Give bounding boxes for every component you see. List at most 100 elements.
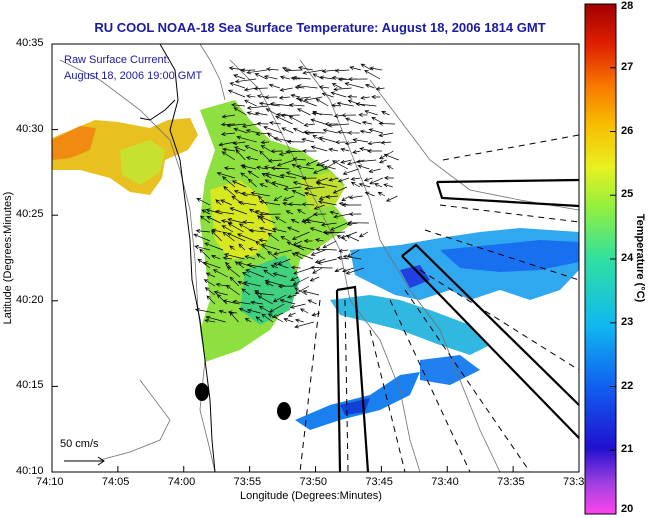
current-vector-arrow — [259, 150, 270, 161]
current-vector-arrow — [383, 153, 399, 161]
current-vector-arrow — [224, 253, 245, 260]
current-vector-arrow — [199, 215, 211, 224]
current-vector-arrow — [364, 191, 375, 197]
current-vector-arrow — [310, 118, 326, 125]
current-vector-arrow — [215, 209, 235, 215]
x-axis-label: Longitude (Degrees:Minutes) — [240, 490, 382, 502]
current-vector-arrow — [270, 166, 290, 171]
current-vector-arrow — [304, 191, 317, 197]
current-vector-arrow — [240, 68, 256, 73]
current-vector-arrow — [216, 171, 236, 179]
current-vector-arrow — [288, 115, 304, 125]
current-vector-arrow — [345, 267, 365, 275]
current-vector-arrow — [267, 313, 284, 323]
current-vector-arrow — [204, 287, 216, 296]
x-tick-label: 73:45 — [365, 476, 393, 488]
current-vector-arrow — [312, 212, 326, 217]
current-vector-arrow — [259, 200, 281, 206]
survey-boxes — [335, 178, 580, 473]
current-vector-arrow — [227, 89, 246, 98]
colorbar-tick-label: 21 — [621, 443, 634, 456]
current-vector-arrow — [206, 216, 221, 224]
current-vector-arrow — [279, 75, 290, 80]
current-vector-arrow — [307, 299, 317, 305]
colorbar-tick-label: 22 — [621, 379, 634, 392]
y-tick-label: 40:15 — [16, 379, 44, 392]
current-vector-arrow — [264, 179, 278, 188]
current-vector-arrow — [331, 83, 342, 89]
current-vector-arrow — [290, 265, 301, 270]
current-vector-arrow — [345, 117, 362, 125]
current-vector-arrow — [310, 265, 333, 270]
current-vector-arrow — [303, 122, 316, 128]
current-vector-arrow — [221, 147, 236, 152]
current-vector-arrow — [193, 233, 211, 242]
current-vector-arrow — [249, 208, 259, 215]
current-vector-arrow — [323, 159, 340, 170]
current-vector-arrow — [299, 308, 309, 314]
current-vector-arrow — [292, 181, 313, 188]
current-vector-arrow — [221, 176, 236, 188]
current-vector-arrow — [304, 186, 325, 191]
current-vector-arrow — [265, 108, 278, 116]
current-vector-arrow — [286, 294, 297, 299]
current-vector-arrow — [229, 245, 235, 251]
current-vector-arrow — [245, 156, 259, 161]
current-vector-arrow — [320, 222, 337, 227]
current-vector-arrow — [212, 269, 228, 278]
current-vector-arrow — [279, 298, 296, 305]
current-vector-arrow — [245, 269, 264, 278]
colorbar-tick-label: 25 — [621, 188, 634, 201]
current-vector-arrow — [281, 66, 292, 71]
current-vector-arrow — [233, 74, 246, 80]
current-vector-arrow — [264, 282, 274, 287]
current-vector-arrow — [247, 178, 257, 188]
current-vector-arrow — [334, 267, 344, 273]
current-vector-arrow — [331, 103, 341, 108]
current-vector-arrow — [260, 145, 271, 152]
current-vector-arrow — [284, 68, 303, 73]
current-vector-arrow — [303, 130, 326, 135]
current-vector-arrow — [243, 99, 257, 107]
current-vector-arrow — [258, 101, 280, 107]
current-vector-arrow — [195, 228, 211, 233]
current-vector-arrow — [313, 204, 325, 210]
current-vector-arrow — [282, 195, 294, 201]
current-vector-arrow — [271, 227, 287, 233]
current-vector-arrow — [281, 127, 294, 134]
current-vector-arrow — [315, 247, 337, 252]
x-tick-label: 74:00 — [167, 476, 196, 488]
current-vector-arrow — [203, 279, 216, 287]
current-vector-arrow — [260, 140, 270, 145]
current-vector-arrow — [257, 295, 274, 305]
current-vector-arrow — [244, 145, 258, 152]
current-vector-arrow — [246, 105, 268, 110]
current-vector-arrow — [270, 101, 292, 107]
current-vector-arrow — [305, 159, 318, 166]
current-vector-arrow — [240, 164, 257, 170]
current-vector-arrow — [367, 141, 381, 146]
current-vector-arrow — [364, 69, 381, 80]
colorbar-tick-marks — [610, 3, 616, 515]
scale-arrow-label: 50 cm/s — [60, 438, 99, 450]
current-vector-arrow — [348, 212, 362, 217]
current-vector-arrow — [238, 307, 250, 314]
current-vector-arrow — [246, 263, 268, 269]
current-vector-arrow — [360, 63, 372, 71]
current-vector-arrow — [280, 236, 290, 242]
current-vector-arrow — [205, 315, 226, 323]
current-vector-arrow — [206, 295, 216, 305]
current-vector-arrow — [383, 183, 393, 188]
current-vector-arrow — [233, 107, 247, 116]
current-vector-arrow — [223, 166, 236, 171]
current-vector-arrow — [291, 252, 304, 260]
current-vector-arrow — [363, 177, 373, 182]
current-vector-arrow — [264, 172, 284, 179]
current-vector-arrow — [221, 225, 234, 233]
current-vector-arrow — [279, 87, 293, 92]
current-vector-arrow — [247, 170, 260, 179]
current-vector-arrow — [278, 95, 290, 100]
y-tick-label: 40:20 — [16, 293, 44, 306]
current-vector-arrow — [319, 164, 336, 170]
